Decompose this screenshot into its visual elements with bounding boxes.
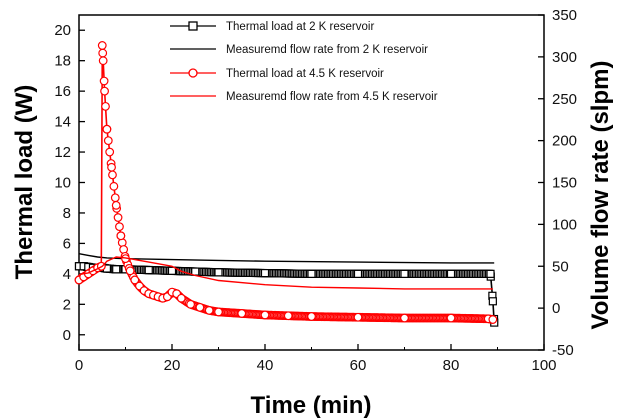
data-point <box>108 170 117 180</box>
data-point <box>260 269 270 278</box>
y2-tick-label: 0 <box>552 300 560 317</box>
legend-label-3: Thermal load at 4.5 K reservoir <box>226 68 384 80</box>
series-layer <box>74 41 499 327</box>
legend-entry-2: Measuremd flow rate from 2 K reservoir <box>170 44 428 56</box>
legend-marker-square <box>188 21 198 31</box>
tick-labels: 0 20 40 60 80 100 0 2 4 6 8 10 12 14 16 18 20 -50 0 50 100 15… <box>54 7 577 374</box>
legend-label-4: Measuremd flow rate from 4.5 K reservoir <box>226 91 438 103</box>
y2-tick-label: -50 <box>552 342 574 359</box>
y2-tick-label: 100 <box>552 216 577 233</box>
data-point <box>99 76 109 86</box>
legend-label-2: Measuremd flow rate from 2 K reservoir <box>226 44 428 56</box>
x-tick-label: 20 <box>164 357 181 374</box>
y-tick-label: 10 <box>54 175 71 192</box>
data-point <box>307 269 316 278</box>
data-point <box>283 311 293 321</box>
data-point <box>400 269 409 278</box>
tick-marks <box>78 14 545 351</box>
y-tick-label: 16 <box>54 83 71 100</box>
data-point <box>237 309 247 318</box>
series-measuremd-flow-rate-from-2-k-reservoir <box>78 253 495 264</box>
data-point <box>98 56 108 66</box>
data-point <box>130 275 140 285</box>
series-line <box>78 45 494 321</box>
legend-marker-circle <box>188 68 198 78</box>
x-axis-title: Time (min) <box>251 392 372 419</box>
x-tick-label: 80 <box>443 357 460 374</box>
y-tick-label: 18 <box>54 53 71 70</box>
y2-tick-label: 200 <box>552 133 577 150</box>
x-tick-label: 100 <box>531 357 556 374</box>
y2-tick-label: 300 <box>552 49 577 66</box>
data-point <box>144 265 153 275</box>
data-point <box>102 124 112 134</box>
data-point <box>353 312 363 322</box>
series-line <box>78 256 493 290</box>
data-point <box>214 268 223 277</box>
data-point <box>111 200 121 210</box>
data-point <box>176 293 186 303</box>
plot-frame <box>78 14 545 351</box>
data-point <box>113 213 123 222</box>
legend-entry-4: Measuremd flow rate from 4.5 K reservoir <box>170 91 438 103</box>
data-point <box>100 86 109 96</box>
data-point <box>488 297 497 306</box>
data-point <box>167 266 177 275</box>
data-point <box>125 266 135 276</box>
data-point <box>101 101 110 111</box>
series-thermal-load-at-4-5-k-reservoir <box>74 41 498 324</box>
y-tick-label: 20 <box>54 22 71 39</box>
data-point <box>400 313 409 323</box>
legend-label-1: Thermal load at 2 K reservoir <box>226 21 374 33</box>
data-point <box>260 310 270 320</box>
data-point <box>204 306 214 315</box>
data-point <box>112 265 121 274</box>
y-tick-label: 2 <box>63 296 71 313</box>
data-point <box>214 307 223 317</box>
legend: Thermal load at 2 K reservoir Measuremd … <box>170 21 438 103</box>
data-point <box>105 147 115 157</box>
data-point <box>195 302 205 312</box>
y2-axis-title: Volume flow rate (slpm) <box>587 61 614 330</box>
y-tick-label: 14 <box>54 114 71 131</box>
data-point <box>115 222 124 232</box>
data-point <box>110 193 120 203</box>
series-line <box>78 253 495 264</box>
data-point <box>446 269 456 278</box>
y2-tick-label: 350 <box>552 7 577 24</box>
data-point <box>488 315 498 324</box>
y-tick-label: 8 <box>63 205 71 222</box>
y2-tick-label: 50 <box>552 258 569 275</box>
y2-tick-label: 250 <box>552 91 577 108</box>
x-tick-label: 60 <box>350 357 367 374</box>
data-point <box>97 41 107 50</box>
data-point <box>107 162 116 172</box>
y2-tick-label: 150 <box>552 175 577 192</box>
data-point <box>446 313 456 323</box>
x-tick-label: 0 <box>75 357 83 374</box>
legend-entry-1: Thermal load at 2 K reservoir <box>170 21 374 33</box>
data-point <box>116 231 126 241</box>
data-point <box>186 299 196 309</box>
data-point <box>353 269 363 278</box>
data-point <box>307 312 316 321</box>
y-tick-label: 0 <box>63 327 71 344</box>
data-point <box>486 269 495 278</box>
series-measuremd-flow-rate-from-4-5-k-reservoir <box>78 256 493 290</box>
legend-entry-3: Thermal load at 4.5 K reservoir <box>170 68 384 80</box>
y-tick-label: 12 <box>54 144 71 161</box>
data-point <box>103 136 113 146</box>
data-point <box>109 181 119 191</box>
y-axis-title: Thermal load (W) <box>11 85 38 280</box>
x-tick-label: 40 <box>257 357 274 374</box>
y-tick-label: 6 <box>63 235 71 252</box>
y-tick-label: 4 <box>63 266 71 283</box>
data-point <box>98 48 108 58</box>
